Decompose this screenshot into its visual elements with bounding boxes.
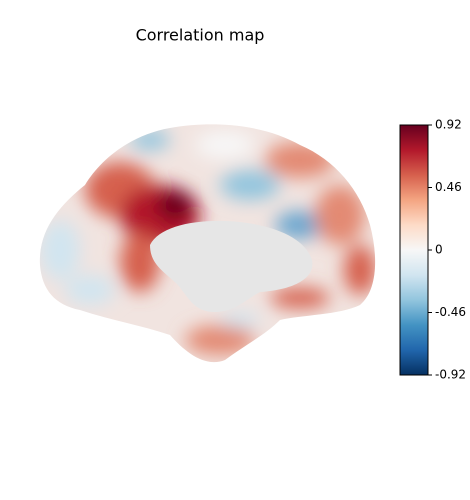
- tick-label: 0: [435, 243, 443, 257]
- tick-label: -0.92: [435, 368, 466, 382]
- chart-title: Correlation map: [136, 26, 265, 45]
- brain-surface: [39, 124, 376, 363]
- tick-label: -0.46: [435, 305, 466, 319]
- surface-pattern: [40, 130, 376, 355]
- tick-label: 0.46: [435, 180, 462, 194]
- tick-label: 0.92: [435, 118, 462, 132]
- colorbar-fill: [399, 124, 429, 376]
- medial-wall: [150, 220, 313, 312]
- colorbar: -0.92 -0.46 0 0.46 0.92: [399, 118, 466, 382]
